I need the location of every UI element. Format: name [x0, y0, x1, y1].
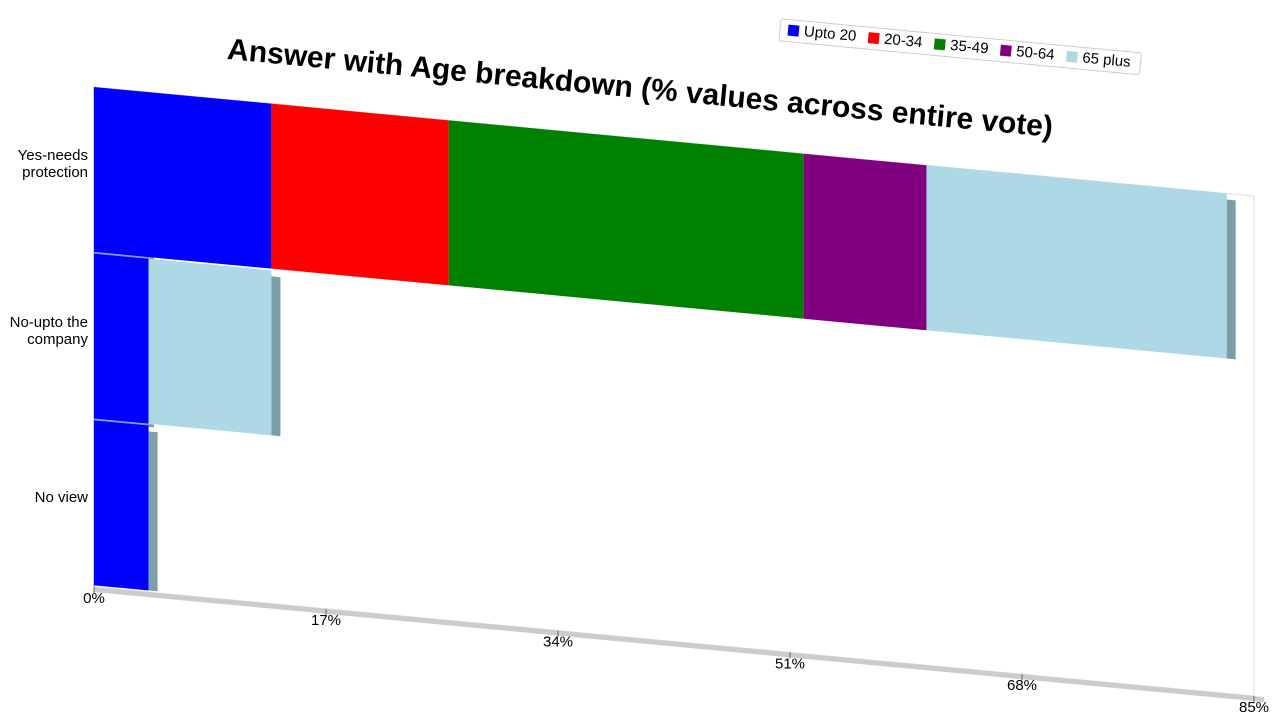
legend-box [778, 18, 1142, 76]
x-tick-label: 68% [1007, 677, 1037, 694]
legend-label: 20-34 [883, 31, 923, 52]
y-tick-label: No view [34, 489, 88, 507]
bar-segment [94, 87, 272, 269]
bar-segment [271, 103, 449, 286]
bar-side [271, 276, 281, 437]
legend-swatch [1065, 50, 1078, 63]
legend-swatch [787, 24, 800, 37]
legend-label: 50-64 [1016, 43, 1056, 64]
bar-segment [94, 253, 149, 424]
y-tick-label: No-upto the company [9, 314, 88, 348]
bar-segment [926, 165, 1227, 359]
legend-label: 35-49 [949, 37, 989, 58]
x-tick-label: 85% [1239, 699, 1269, 716]
legend: Upto 20 20-34 35-49 50-64 65 plus [778, 18, 1142, 76]
plot-area [93, 86, 1264, 703]
legend-swatch [999, 44, 1012, 57]
legend-swatch [933, 38, 946, 51]
bar-segment [448, 120, 804, 319]
bar-segment [94, 420, 149, 591]
x-tick-label: 0% [83, 590, 105, 607]
bar-side [1226, 199, 1236, 360]
legend-swatch [867, 32, 880, 45]
legend-label: Upto 20 [803, 23, 857, 45]
bar-side [148, 431, 158, 592]
x-axis-floor [94, 587, 1264, 702]
bar-segment [148, 258, 272, 436]
x-tick-label: 34% [543, 634, 573, 651]
x-tick-label: 51% [775, 655, 805, 672]
y-tick-label: Yes-needs protection [17, 147, 88, 182]
bar-segment [803, 153, 927, 331]
x-tick-label: 17% [311, 612, 341, 629]
legend-label: 65 plus [1082, 49, 1132, 70]
